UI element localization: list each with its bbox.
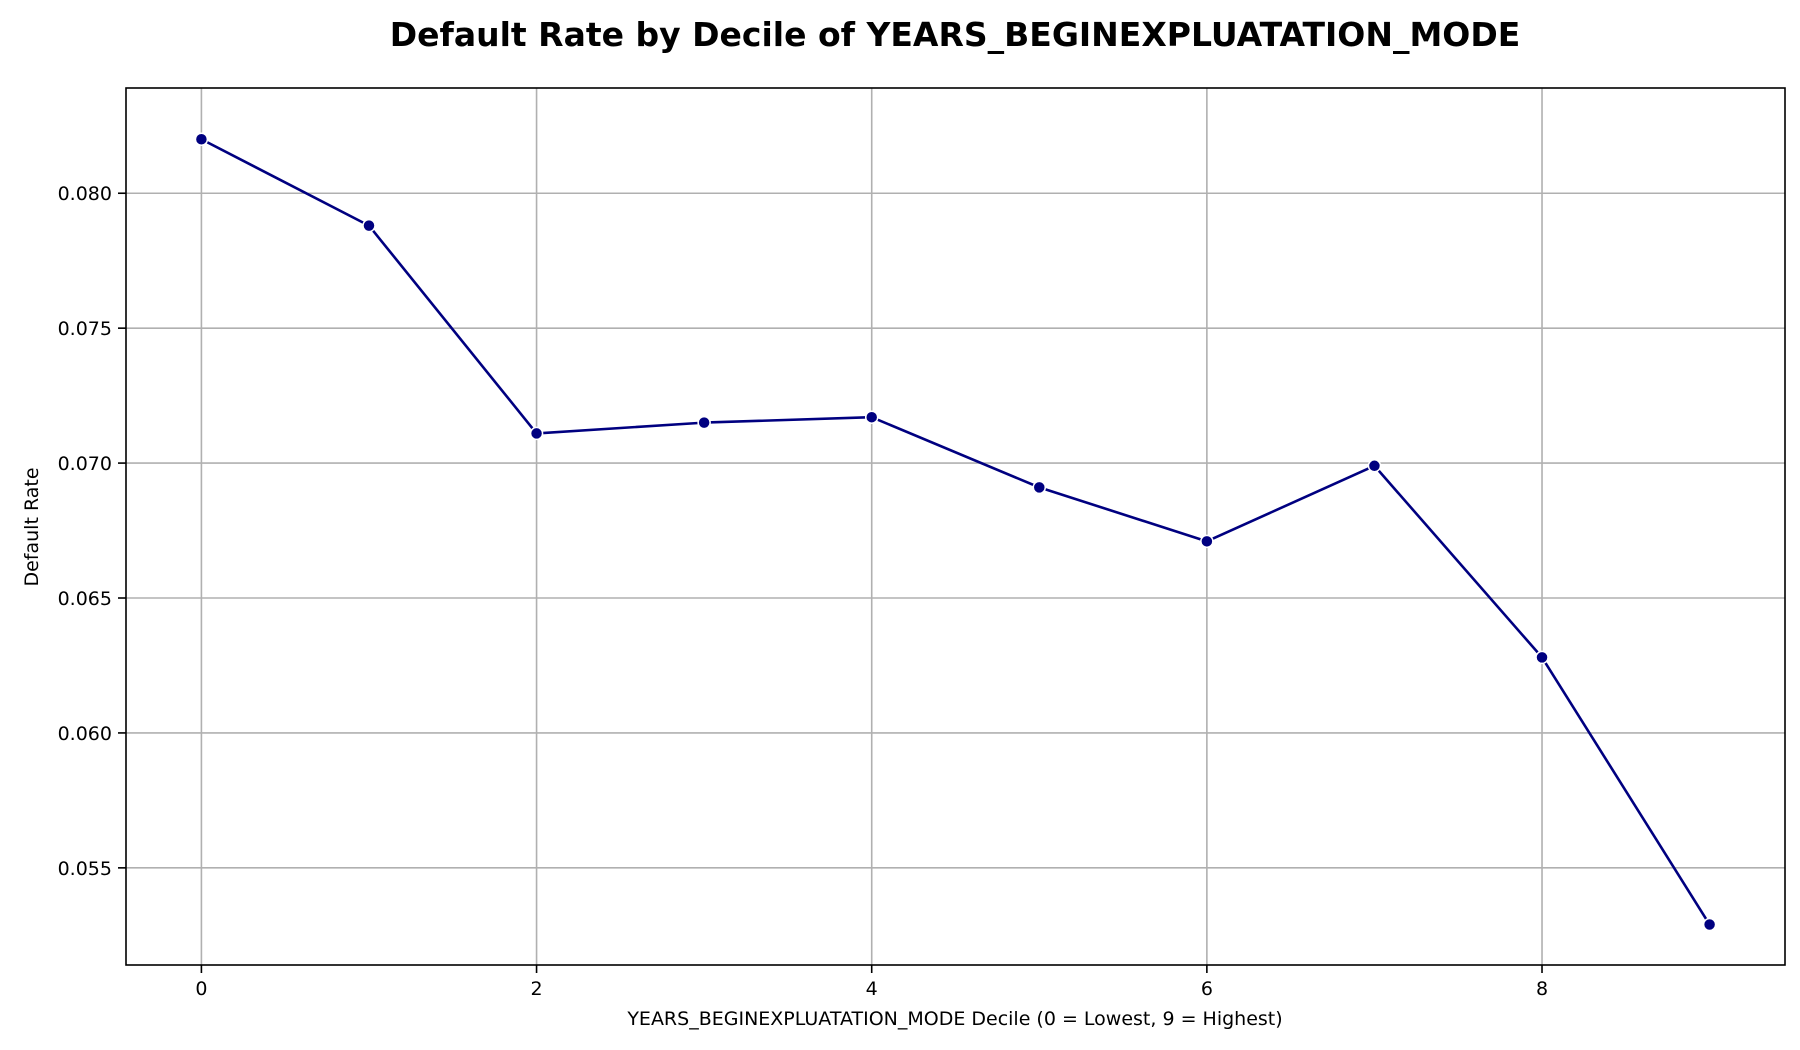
data-point [1535,650,1549,665]
series-line [200,138,1711,926]
x-tick-label: 2 [531,978,543,1000]
series-default-rate [194,132,1717,932]
x-axis-label: YEARS_BEGINEXPLUATATION_MODE Decile (0 =… [626,1008,1282,1030]
x-tick-label: 6 [1201,978,1213,1000]
y-axis-label: Default Rate [21,467,43,586]
y-tick-label: 0.070 [58,453,112,475]
grid-lines [126,88,1785,965]
data-point [1367,459,1382,473]
x-tick-label: 0 [195,978,207,1000]
x-tick-label: 4 [866,978,878,1000]
data-point [697,415,711,430]
x-tick-label: 8 [1536,978,1548,1000]
y-tick-label: 0.080 [58,183,112,205]
data-point [1032,480,1047,495]
plot-frame [125,87,1786,966]
data-point [1200,534,1214,549]
y-tick-label: 0.060 [58,723,112,745]
y-tick-label: 0.065 [58,588,112,610]
chart-title: Default Rate by Decile of YEARS_BEGINEXP… [390,15,1521,54]
data-point [529,426,544,441]
y-axis-ticks: 0.055 0.060 0.065 0.070 0.075 0.080 [58,183,126,880]
data-point [864,410,879,424]
x-axis-ticks: 0 2 4 6 8 [195,965,1548,1000]
data-point [362,218,376,233]
data-point [1702,917,1717,932]
y-tick-label: 0.075 [58,318,112,340]
data-point [194,132,209,147]
y-tick-label: 0.055 [58,858,112,880]
